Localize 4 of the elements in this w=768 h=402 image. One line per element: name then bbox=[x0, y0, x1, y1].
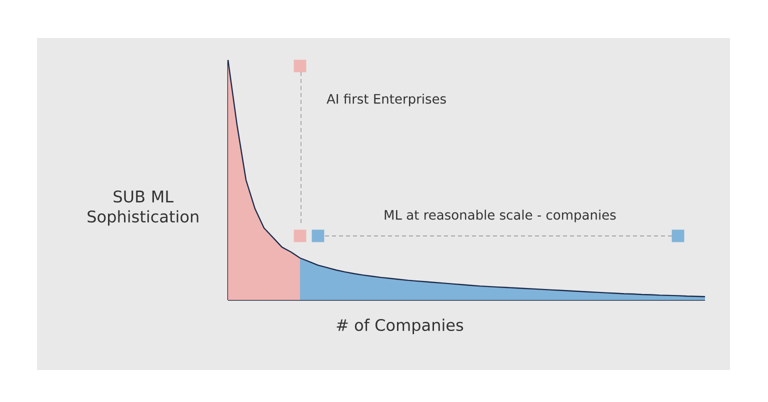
annotation: ML at reasonable scale - companies bbox=[384, 210, 616, 222]
annotation: AI first Enterprises bbox=[326, 94, 446, 106]
x-axis-title: # of Companies bbox=[336, 318, 464, 334]
y-axis-title: SUB ML Sophistication bbox=[88, 190, 198, 226]
